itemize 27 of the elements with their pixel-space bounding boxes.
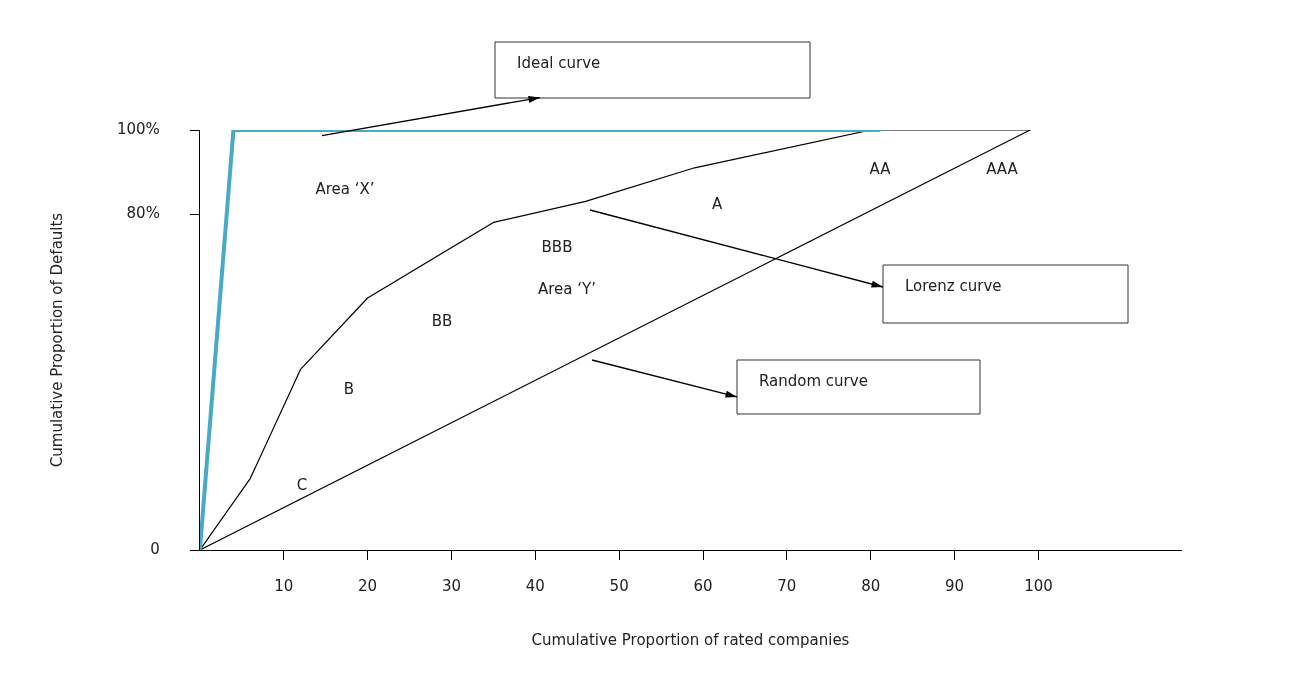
x-tick-label: 30 bbox=[441, 576, 461, 595]
annotation: Area ‘Y’ bbox=[538, 279, 596, 298]
y-tick-label: 0 bbox=[150, 539, 160, 558]
x-tick-label: 90 bbox=[945, 576, 965, 595]
y-tick-label: 100% bbox=[116, 119, 160, 138]
text: Ideal curve bbox=[517, 53, 601, 72]
x-axis-title: Cumulative Proportion of rated companies bbox=[531, 630, 850, 649]
annotation: C bbox=[296, 475, 308, 494]
annotation: Random curve bbox=[759, 371, 868, 390]
annotation: AA bbox=[869, 159, 892, 178]
annotation: Area ‘X’ bbox=[315, 179, 375, 198]
annotation: BBB bbox=[541, 237, 573, 256]
annotation: A bbox=[711, 194, 723, 213]
y-axis-title: Cumulative Proportion of Defaults bbox=[47, 212, 66, 468]
x-tick-label: 10 bbox=[274, 576, 294, 595]
annotation: AAA bbox=[986, 159, 1019, 178]
x-tick-label: 100 bbox=[1024, 576, 1053, 595]
x-tick-label: 80 bbox=[861, 576, 881, 595]
annotation: BB bbox=[431, 311, 453, 330]
x-tick-label: 50 bbox=[609, 576, 629, 595]
x-tick-label: 40 bbox=[525, 576, 545, 595]
annotation: Lorenz curve bbox=[905, 276, 1002, 295]
x-tick-label: 70 bbox=[777, 576, 797, 595]
annotation: B bbox=[343, 379, 355, 398]
y-tick-label: 80% bbox=[126, 203, 160, 222]
x-tick-label: 60 bbox=[693, 576, 713, 595]
x-tick-label: 20 bbox=[358, 576, 378, 595]
